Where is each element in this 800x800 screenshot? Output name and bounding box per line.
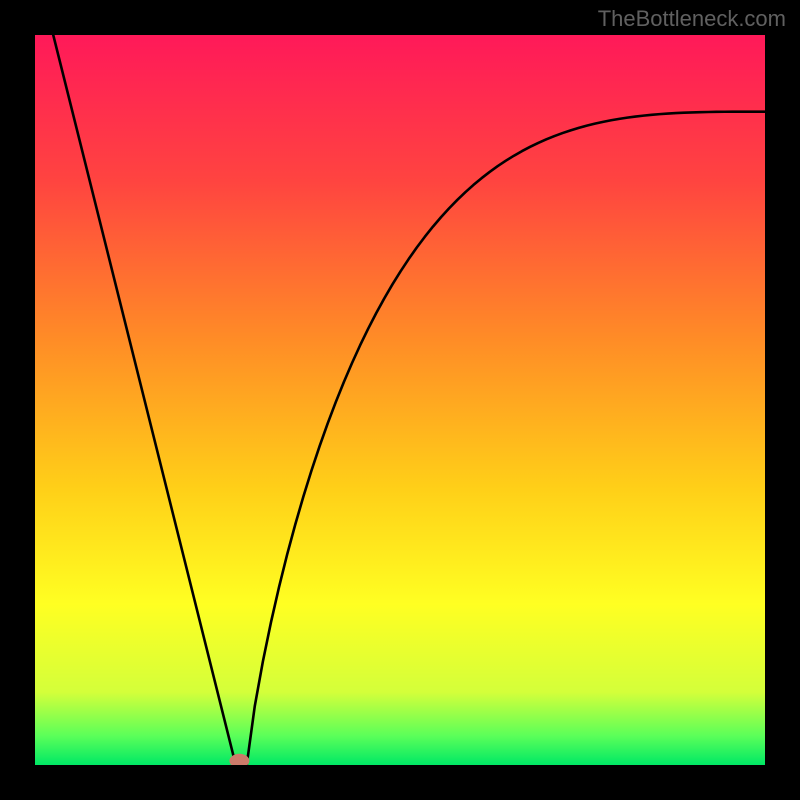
watermark-text: TheBottleneck.com (598, 6, 786, 32)
plot-svg (35, 35, 765, 765)
plot-area (35, 35, 765, 765)
chart-container: TheBottleneck.com (0, 0, 800, 800)
